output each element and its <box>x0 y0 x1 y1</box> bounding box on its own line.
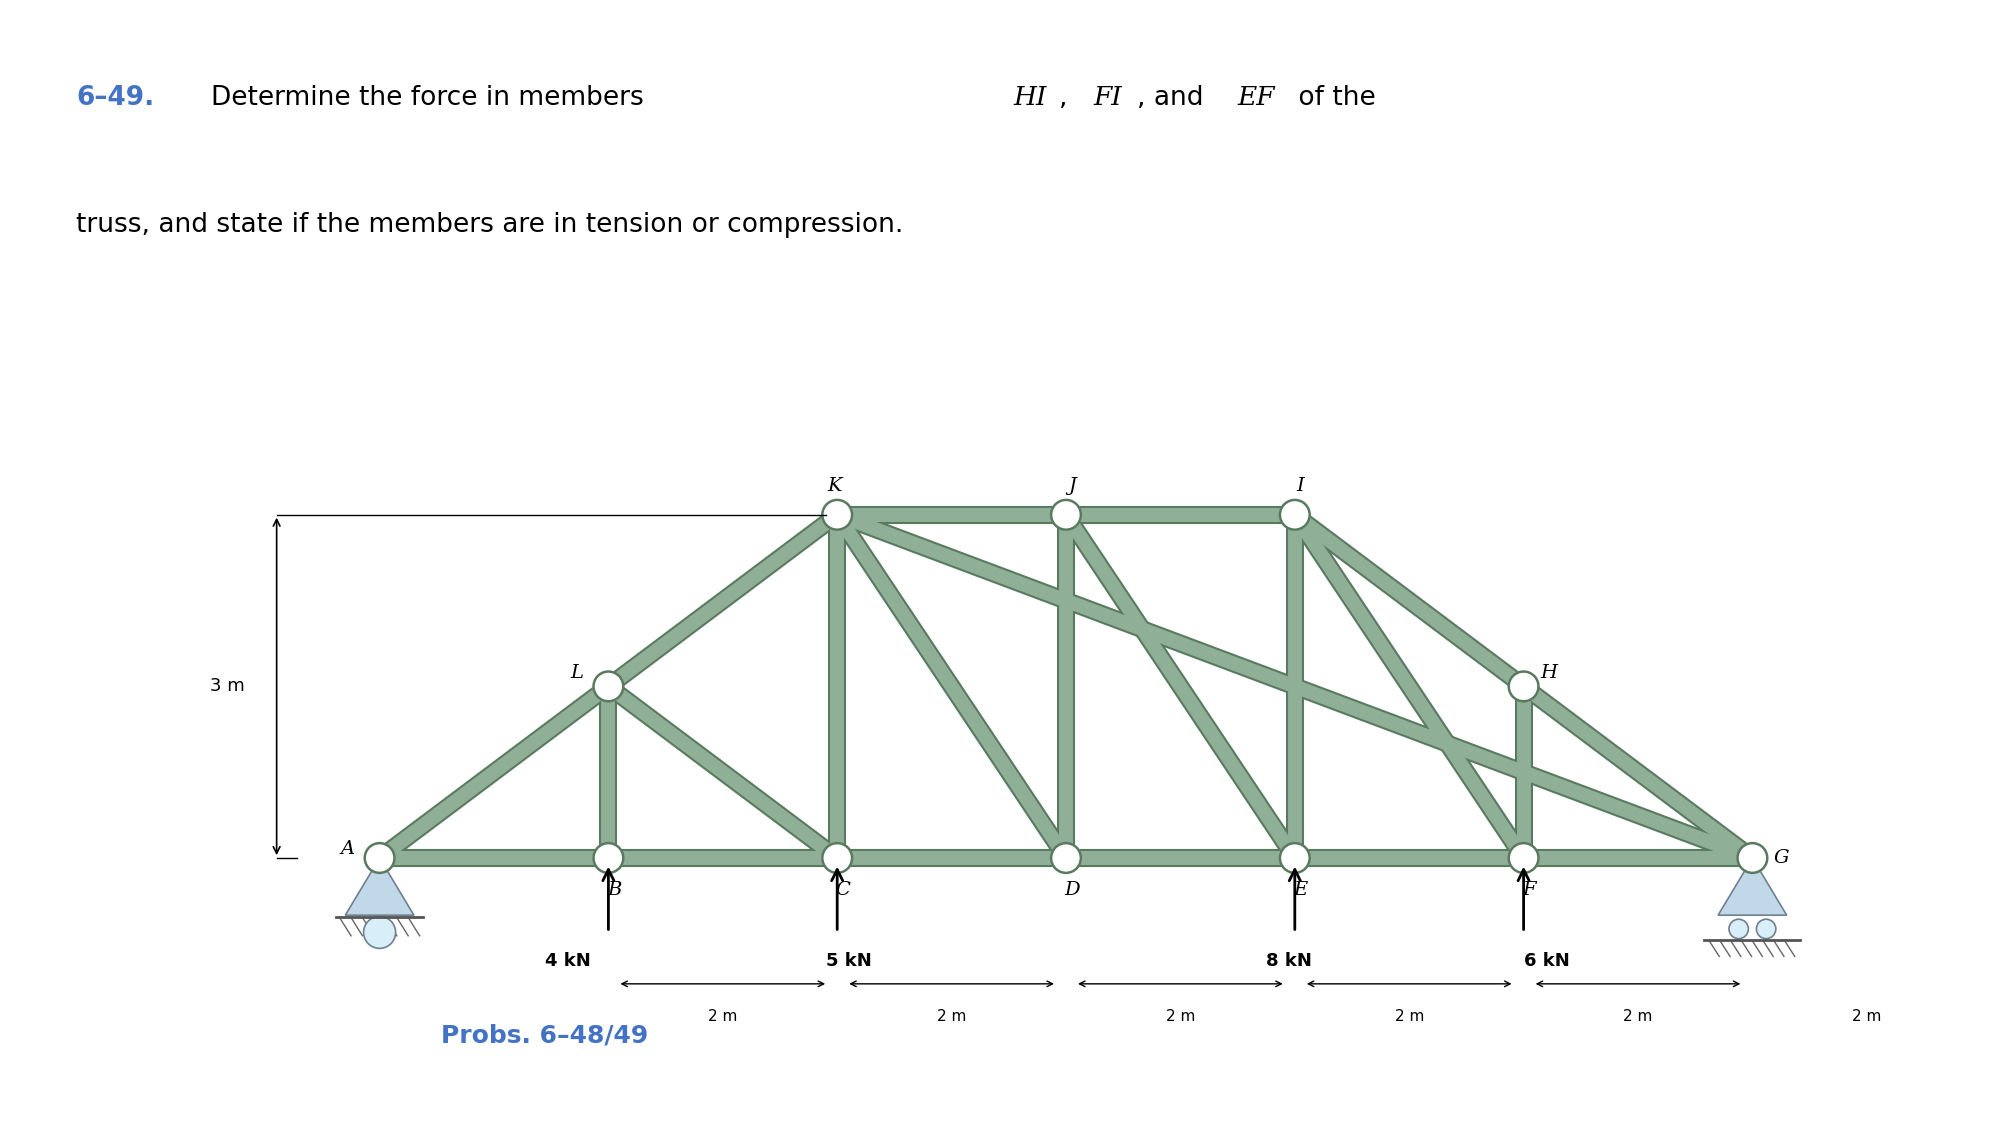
Polygon shape <box>1716 858 1786 915</box>
Circle shape <box>1736 843 1766 873</box>
Text: J: J <box>1067 477 1075 495</box>
Text: L: L <box>569 664 583 682</box>
Text: 2 m: 2 m <box>708 1009 738 1024</box>
Polygon shape <box>345 858 413 915</box>
Text: G: G <box>1772 849 1788 867</box>
Text: ,: , <box>1059 85 1075 111</box>
Text: B: B <box>608 881 622 899</box>
Text: , and: , and <box>1137 85 1211 111</box>
Text: 5 kN: 5 kN <box>826 952 870 970</box>
Text: EF: EF <box>1237 85 1275 110</box>
Text: FI: FI <box>1093 85 1121 110</box>
Text: D: D <box>1063 881 1079 899</box>
Text: E: E <box>1293 881 1307 899</box>
Text: 2 m: 2 m <box>1393 1009 1424 1024</box>
Text: HI: HI <box>1013 85 1047 110</box>
Circle shape <box>1728 920 1748 938</box>
Text: Probs. 6–48/49: Probs. 6–48/49 <box>441 1024 648 1048</box>
Text: 2 m: 2 m <box>936 1009 966 1024</box>
Text: 6–49.: 6–49. <box>76 85 154 111</box>
Circle shape <box>1756 920 1774 938</box>
Circle shape <box>593 843 624 873</box>
Text: Determine the force in members: Determine the force in members <box>211 85 652 111</box>
Text: of the: of the <box>1289 85 1375 111</box>
Circle shape <box>365 843 395 873</box>
Text: 8 kN: 8 kN <box>1265 952 1311 970</box>
Text: K: K <box>828 477 842 495</box>
Text: C: C <box>834 881 850 899</box>
Text: 4 kN: 4 kN <box>545 952 591 970</box>
Text: F: F <box>1522 881 1536 899</box>
Circle shape <box>822 500 852 530</box>
Text: I: I <box>1295 477 1303 495</box>
Text: truss, and state if the members are in tension or compression.: truss, and state if the members are in t… <box>76 212 902 238</box>
Circle shape <box>1508 672 1538 701</box>
Text: 6 kN: 6 kN <box>1524 952 1568 970</box>
Circle shape <box>1051 843 1081 873</box>
Circle shape <box>1279 500 1309 530</box>
Text: A: A <box>341 840 355 858</box>
Text: 2 m: 2 m <box>1851 1009 1881 1024</box>
Text: H: H <box>1540 664 1556 682</box>
Circle shape <box>363 916 395 948</box>
Text: 3 m: 3 m <box>211 677 245 696</box>
Text: 2 m: 2 m <box>1165 1009 1195 1024</box>
Circle shape <box>593 672 624 701</box>
Circle shape <box>1051 500 1081 530</box>
Circle shape <box>822 843 852 873</box>
Circle shape <box>1508 843 1538 873</box>
Text: 2 m: 2 m <box>1622 1009 1652 1024</box>
Circle shape <box>1279 843 1309 873</box>
